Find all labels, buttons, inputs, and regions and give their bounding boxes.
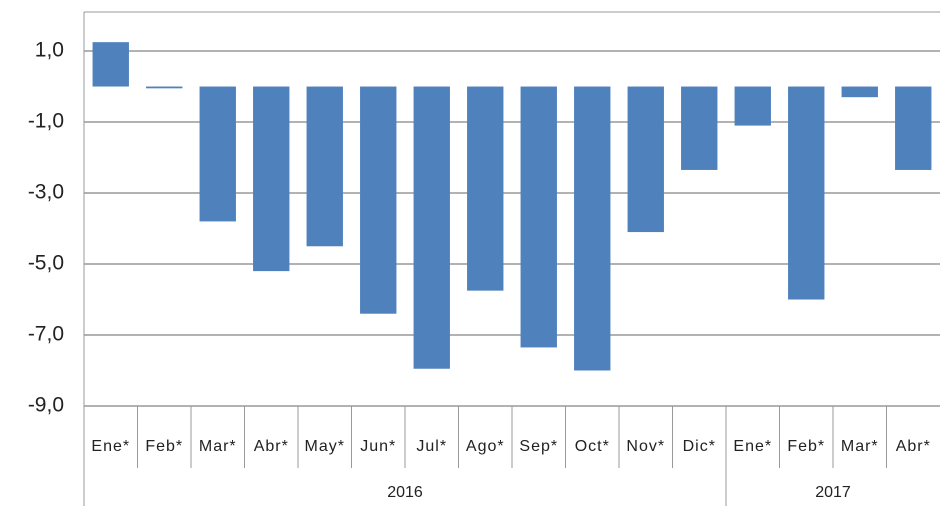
x-tick-label: Jun* [360,438,396,455]
bar [788,86,825,300]
x-tick-label: Feb* [145,438,183,455]
x-tick-label: Abr* [896,438,931,455]
y-tick-label: -1,0 [28,110,64,133]
x-tick-label: Abr* [254,438,289,455]
y-tick-label: -7,0 [28,323,64,346]
bar [360,86,397,314]
bar [92,42,129,87]
bar [253,86,290,272]
bar [467,86,504,291]
group-label: 2016 [387,484,423,501]
bar [520,86,557,348]
x-tick-label: Dic* [683,438,716,455]
bar [895,86,932,170]
bar [841,86,878,98]
x-tick-label: May* [305,438,345,455]
bar [681,86,718,170]
y-tick-label: 1,0 [35,39,64,62]
bar [574,86,611,371]
x-tick-label: Mar* [841,438,879,455]
x-tick-label: Ago* [466,438,505,455]
bar [734,86,771,126]
bar [306,86,343,247]
y-tick-label: -5,0 [28,252,64,275]
bar [627,86,664,233]
y-tick-label: -9,0 [28,394,64,417]
x-tick-label: Jul* [416,438,447,455]
bar [413,86,450,369]
group-label: 2017 [815,484,851,501]
y-tick-label: -3,0 [28,181,64,204]
bar [146,86,183,89]
x-tick-label: Feb* [787,438,825,455]
bar [199,86,236,222]
x-tick-label: Sep* [519,438,558,455]
x-tick-label: Nov* [626,438,665,455]
x-tick-label: Mar* [199,438,237,455]
x-tick-label: Ene* [91,438,130,455]
x-tick-label: Ene* [733,438,772,455]
x-tick-label: Oct* [575,438,610,455]
